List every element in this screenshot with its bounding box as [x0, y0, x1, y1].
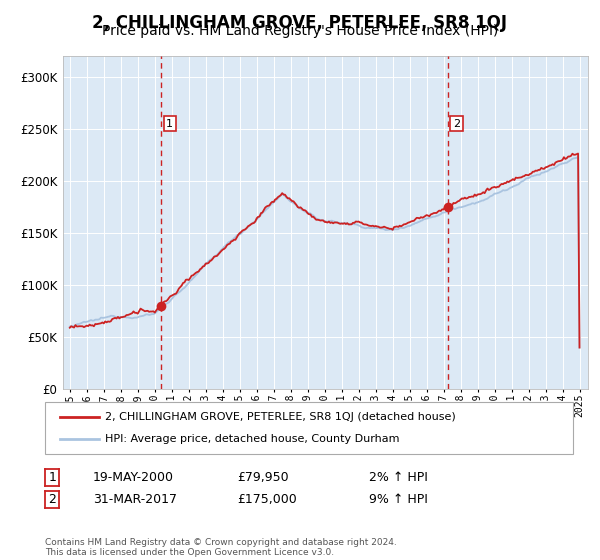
Text: Contains HM Land Registry data © Crown copyright and database right 2024.
This d: Contains HM Land Registry data © Crown c…	[45, 538, 397, 557]
Text: 1: 1	[166, 119, 173, 129]
Text: 31-MAR-2017: 31-MAR-2017	[93, 493, 177, 506]
Text: £175,000: £175,000	[237, 493, 297, 506]
Text: 2, CHILLINGHAM GROVE, PETERLEE, SR8 1QJ (detached house): 2, CHILLINGHAM GROVE, PETERLEE, SR8 1QJ …	[105, 412, 456, 422]
Text: 2, CHILLINGHAM GROVE, PETERLEE, SR8 1QJ: 2, CHILLINGHAM GROVE, PETERLEE, SR8 1QJ	[92, 14, 508, 32]
Text: 1: 1	[48, 470, 56, 484]
Text: 19-MAY-2000: 19-MAY-2000	[93, 470, 174, 484]
Text: 2% ↑ HPI: 2% ↑ HPI	[369, 470, 428, 484]
Text: £79,950: £79,950	[237, 470, 289, 484]
Text: 2: 2	[48, 493, 56, 506]
Text: 9% ↑ HPI: 9% ↑ HPI	[369, 493, 428, 506]
Text: 2: 2	[453, 119, 460, 129]
Text: HPI: Average price, detached house, County Durham: HPI: Average price, detached house, Coun…	[105, 434, 400, 444]
Text: Price paid vs. HM Land Registry's House Price Index (HPI): Price paid vs. HM Land Registry's House …	[102, 24, 498, 38]
